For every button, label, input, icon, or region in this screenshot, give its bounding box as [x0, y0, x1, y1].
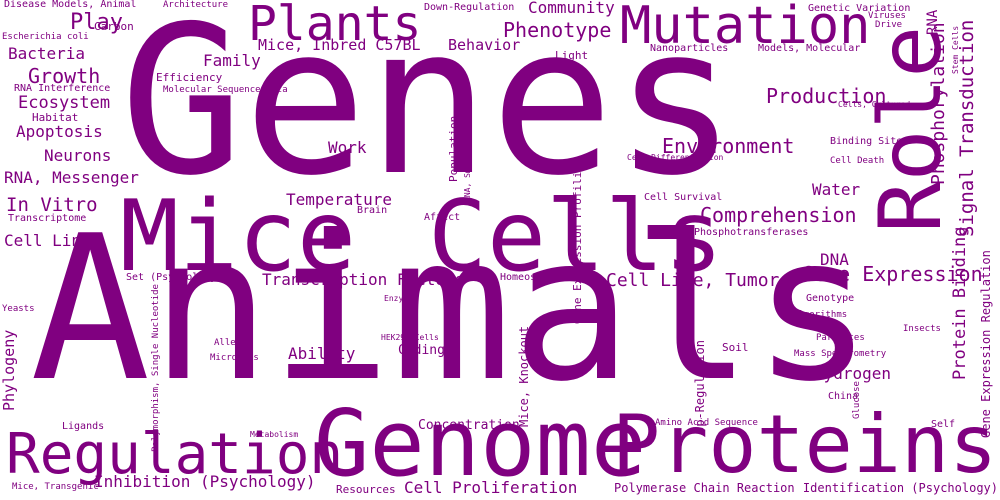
word-in-vitro: In Vitro: [6, 194, 98, 216]
word-cell-survival: Cell Survival: [644, 192, 723, 203]
word-molecular-sequence-data: Molecular Sequence Data: [163, 85, 288, 95]
word-cell-proliferation: Cell Proliferation: [404, 478, 578, 497]
word-insects: Insects: [903, 324, 941, 334]
word-rna-interference: RNA Interference: [14, 83, 111, 94]
word-genome: Genome: [314, 390, 647, 497]
word-metabolism: Metabolism: [250, 430, 299, 439]
word-protein-binding: Protein Binding: [950, 226, 970, 380]
word-genotype: Genotype: [806, 293, 855, 304]
word-carbon: Carbon: [94, 20, 134, 33]
word-regulation: Regulation: [6, 422, 344, 487]
word-polymorphism-single-nucleotide: Polymorphism, Single Nucleotide: [151, 284, 161, 452]
word-play: Play: [70, 10, 123, 35]
word-affect: Affect: [424, 212, 461, 223]
word-hek293-cells: HEK293 Cells: [381, 333, 439, 342]
word-transcription-factors: Transcription Factors: [262, 270, 465, 289]
word-down-regulation: Down-Regulation: [424, 2, 515, 13]
word-transcriptome: Transcriptome: [8, 213, 87, 224]
word-mice-inbred-c57bl: Mice, Inbred C57BL: [258, 36, 421, 54]
word-phenotype: Phenotype: [503, 18, 612, 42]
word-gene-expression: Gene Expression: [802, 262, 983, 286]
word-environment: Environment: [662, 134, 795, 158]
word-binding-sites: Binding Sites: [830, 136, 909, 147]
word-enzymes: Enzymes: [384, 294, 418, 303]
word-amino-acid-sequence: Amino Acid Sequence: [655, 418, 758, 428]
word-rna: RNA: [925, 9, 941, 35]
word-rna-small-interfering: RNA, Small Interfering: [463, 96, 472, 202]
word-comprehension: Comprehension: [700, 203, 857, 227]
word-mutation: Mutation: [620, 0, 871, 56]
word-inhibition-psychology: Inhibition (Psychology): [94, 472, 316, 491]
word-rna-messenger: RNA, Messenger: [4, 168, 139, 187]
word-architecture: Architecture: [163, 0, 229, 10]
word-population: Population: [447, 115, 460, 182]
word-genetic-variation: Genetic Variation: [808, 3, 911, 14]
word-neurons: Neurons: [44, 146, 112, 165]
word-escherichia-coli: Escherichia coli: [2, 32, 89, 42]
word-cells-cultured: Cells, Cultured: [838, 100, 911, 109]
word-phylogeny: Phylogeny: [0, 329, 18, 411]
word-mice: Mice: [120, 180, 357, 294]
word-family: Family: [203, 51, 261, 70]
word-soil: Soil: [722, 341, 749, 354]
word-resources: Resources: [336, 483, 396, 496]
word-work: Work: [328, 138, 367, 157]
word-gene-expression-profiling: Gene Expression Profiling: [571, 158, 584, 324]
word-nanoparticles: Nanoparticles: [650, 43, 729, 54]
word-disease-models-animal: Disease Models, Animal: [4, 0, 137, 10]
word-production: Production: [766, 84, 887, 108]
word-brain: Brain: [357, 205, 388, 216]
word-light: Light: [555, 49, 589, 62]
word-ecosystem: Ecosystem: [18, 93, 111, 113]
word-plants: Plants: [248, 0, 422, 52]
word-cells: Cells: [428, 180, 724, 294]
word-mice-transgenic: Mice, Transgenic: [12, 482, 99, 492]
word-cell-differentiation: Cell Differentiation: [627, 153, 724, 162]
word-phosphorylation: Phosphorylation: [928, 22, 949, 185]
word-apoptosis: Apoptosis: [16, 122, 103, 141]
word-phosphotransferases: Phosphotransferases: [694, 227, 809, 238]
word-temperature: Temperature: [286, 190, 392, 209]
word-gene-expression-regulation: Gene Expression Regulation: [979, 250, 993, 438]
word-mice-knockout: Mice, Knockout: [517, 325, 531, 427]
word-alleles: Alleles: [214, 338, 252, 348]
word-signal-transduction: Signal Transduction: [956, 19, 978, 237]
word-models-molecular: Models, Molecular: [758, 43, 861, 54]
word-polymerase-chain-reaction: Polymerase Chain Reaction: [614, 481, 795, 495]
word-cell-death: Cell Death: [830, 156, 885, 166]
word-animals: Animals: [30, 193, 873, 426]
word-self: Self: [931, 419, 956, 430]
word-cell-line-tumor: Cell Line, Tumor: [606, 270, 780, 291]
word-viruses: Viruses: [868, 11, 906, 21]
word-glucose: Glucose: [852, 381, 862, 419]
word-mass-spectrometry: Mass Spectrometry: [794, 349, 887, 359]
word-algorithms: Algorithms: [793, 310, 848, 320]
word-parasites: Parasites: [816, 333, 865, 343]
word-ligands: Ligands: [62, 421, 105, 432]
word-micrornas: MicroRNAs: [210, 353, 259, 363]
word-ability: Ability: [288, 344, 356, 363]
word-dna: DNA: [820, 250, 849, 269]
word-habitat: Habitat: [32, 111, 79, 124]
word-hydrogen: Hydrogen: [814, 364, 892, 383]
word-yeasts: Yeasts: [2, 304, 35, 314]
word-coding: Coding: [398, 343, 445, 358]
word-stem-cells: Stem Cells: [951, 25, 960, 74]
word-homeostasis: Homeostasis: [500, 272, 567, 283]
word-concentration: Concentration: [418, 418, 520, 433]
word-set-psychology: Set (Psychology): [126, 272, 223, 283]
word-drive: Drive: [875, 20, 903, 30]
word-community: Community: [528, 0, 615, 17]
word-proteins: Proteins: [612, 398, 998, 491]
word-growth: Growth: [28, 64, 101, 88]
word-behavior: Behavior: [448, 36, 521, 54]
word-identification-psychology: Identification (Psychology): [802, 481, 998, 495]
word-bacteria: Bacteria: [8, 44, 86, 63]
word-cell-line: Cell Line: [4, 231, 91, 250]
word-water: Water: [812, 180, 861, 199]
word-china: China: [828, 391, 859, 402]
word-genes: Genes: [120, 0, 738, 221]
word-efficiency: Efficiency: [156, 71, 223, 84]
